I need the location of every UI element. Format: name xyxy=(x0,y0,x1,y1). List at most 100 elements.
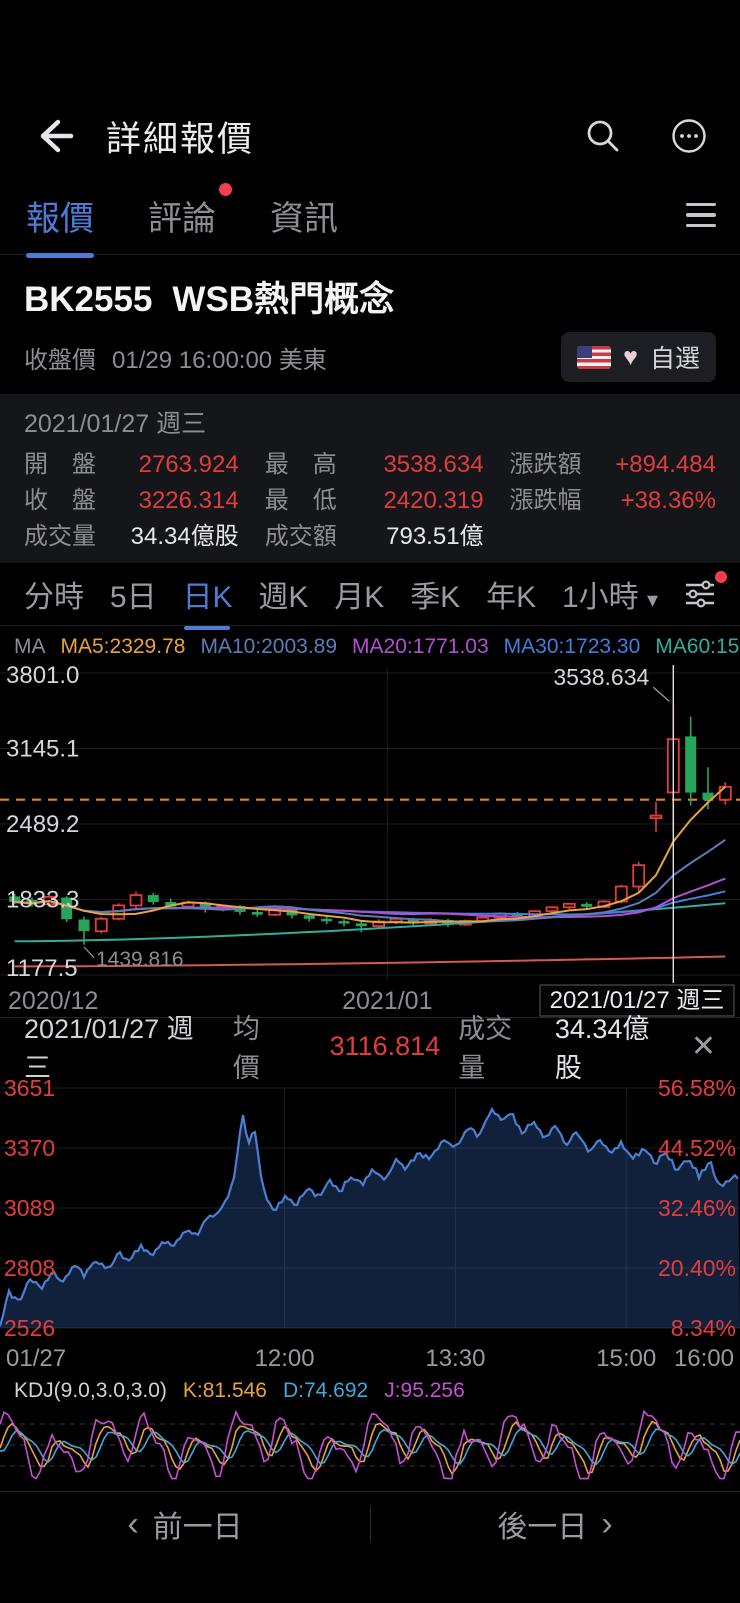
day-nav-bar: ‹ 前一日 後一日 › xyxy=(0,1491,740,1556)
svg-text:16:00: 16:00 xyxy=(674,1345,734,1372)
add-watchlist-button[interactable]: ♥ 自選 xyxy=(561,332,716,382)
tab-quote[interactable]: 報價 xyxy=(24,187,96,258)
svg-text:20.40%: 20.40% xyxy=(658,1255,736,1281)
ma60-value: MA60:1530.72 xyxy=(655,635,740,658)
indicator-settings-button[interactable] xyxy=(682,571,727,610)
comments-badge-dot xyxy=(219,182,232,196)
quote-cell-open: 開 盤 2763.924 xyxy=(24,451,239,478)
candlestick-chart[interactable]: 3538.634 1439.816 3801.0 3145.1 2489.2 1833.3… xyxy=(0,659,740,1017)
page-title: 詳細報價 xyxy=(106,119,255,159)
stock-title-row: BK2555 WSB熱門概念 xyxy=(0,255,740,322)
period-daily-k[interactable]: 日K xyxy=(180,566,234,630)
kdj-j-value: J:95.256 xyxy=(384,1379,465,1402)
tab-comments-label: 評論 xyxy=(148,199,216,238)
svg-text:2489.2: 2489.2 xyxy=(6,811,79,838)
ma30-value: MA30:1723.30 xyxy=(503,635,641,658)
svg-text:3370: 3370 xyxy=(4,1135,55,1161)
close-icon[interactable]: ✕ xyxy=(690,1029,716,1063)
back-button[interactable] xyxy=(30,113,76,159)
tab-news[interactable]: 資訊 xyxy=(268,187,340,244)
svg-text:3538.634: 3538.634 xyxy=(553,664,649,690)
svg-text:2526: 2526 xyxy=(4,1315,55,1341)
quote-cell-volume: 成交量 34.34億股 xyxy=(24,523,239,550)
chart-period-bar: 分時 5日 日K 週K 月K 季K 年K 1小時 ▾ xyxy=(0,563,740,630)
ma10-value: MA10:2003.89 xyxy=(200,635,338,658)
period-quarterly-k[interactable]: 季K xyxy=(410,581,461,614)
svg-text:2021/01: 2021/01 xyxy=(342,987,432,1015)
kdj-name: KDJ(9.0,3.0,3.0) xyxy=(14,1379,167,1402)
status-bar-space xyxy=(0,0,740,96)
ma-prefix: MA xyxy=(14,635,46,658)
avg-price-label: 均 價 xyxy=(232,1014,287,1083)
menu-list-icon[interactable] xyxy=(686,202,716,228)
quote-cell-low: 最 低 2420.319 xyxy=(264,487,484,514)
us-flag-icon xyxy=(577,345,612,369)
next-day-label: 後一日 xyxy=(497,1511,588,1544)
chevron-right-icon: › xyxy=(601,1505,613,1543)
kdj-d-value: D:74.692 xyxy=(282,1379,369,1402)
back-arrow-icon xyxy=(40,119,74,153)
volume-label: 成交量 xyxy=(458,1014,513,1083)
heart-icon: ♥ xyxy=(623,342,638,371)
svg-text:32.46%: 32.46% xyxy=(658,1195,736,1221)
svg-text:1177.5: 1177.5 xyxy=(6,955,78,982)
quote-info-panel: 2021/01/27 週三 開 盤 2763.924 最 高 3538.634 漲跌… xyxy=(0,394,740,563)
kdj-chart[interactable] xyxy=(0,1405,740,1485)
intraday-chart[interactable]: 3651 3370 3089 2808 2526 56.58% 44.52% 32.46% 20… xyxy=(0,1074,740,1374)
ma-legend-bar: MA MA5:2329.78 MA10:2003.89 MA20:1771.03… xyxy=(0,626,740,659)
svg-text:44.52%: 44.52% xyxy=(658,1135,736,1161)
chevron-left-icon: ‹ xyxy=(127,1505,139,1543)
search-button[interactable] xyxy=(582,115,624,157)
watchlist-label: 自選 xyxy=(649,345,700,373)
next-day-button[interactable]: 後一日 › xyxy=(370,1492,740,1556)
svg-text:2020/12: 2020/12 xyxy=(8,987,98,1015)
nav-divider xyxy=(370,1506,371,1542)
quote-cell-change: 漲跌額 +894.484 xyxy=(509,451,716,478)
indicator-settings-icon xyxy=(685,580,714,608)
kdj-k-value: K:81.546 xyxy=(182,1379,267,1402)
stock-code: BK2555 xyxy=(24,280,153,319)
prev-day-button[interactable]: ‹ 前一日 xyxy=(0,1492,370,1556)
price-type-label: 收盤價 xyxy=(24,346,96,374)
kdj-legend-bar: KDJ(9.0,3.0,3.0) K:81.546 D:74.692 J:95.… xyxy=(0,1374,740,1405)
period-monthly-k[interactable]: 月K xyxy=(334,581,385,614)
minute-detail-header: 2021/01/27 週三 均 價 3116.814 成交量 34.34億股 ✕ xyxy=(0,1014,740,1083)
svg-text:3089: 3089 xyxy=(4,1195,55,1221)
more-button[interactable] xyxy=(668,115,710,157)
stock-sub-row: 收盤價 01/29 16:00:00 美東 ♥ 自選 xyxy=(0,322,740,394)
svg-text:1833.3: 1833.3 xyxy=(6,887,79,914)
period-yearly-k[interactable]: 年K xyxy=(486,581,537,614)
period-5day[interactable]: 5日 xyxy=(109,581,157,614)
stock-name: WSB熱門概念 xyxy=(172,280,395,319)
period-1hour-dropdown[interactable]: 1小時 ▾ xyxy=(560,566,660,622)
period-intraday[interactable]: 分時 xyxy=(24,581,84,614)
ma20-value: MA20:1771.03 xyxy=(352,635,489,658)
svg-text:12:00: 12:00 xyxy=(255,1345,315,1372)
top-tab-bar: 報價 評論 資訊 xyxy=(0,176,740,258)
svg-text:15:00: 15:00 xyxy=(596,1345,656,1372)
minute-date: 2021/01/27 週三 xyxy=(24,1014,194,1083)
svg-text:2021/01/27 週三: 2021/01/27 週三 xyxy=(550,987,725,1014)
period-1hour-label: 1小時 xyxy=(562,581,639,614)
quote-cell-close: 收 盤 3226.314 xyxy=(24,487,239,514)
svg-text:2808: 2808 xyxy=(4,1255,55,1281)
volume-value: 34.34億股 xyxy=(554,1014,650,1083)
svg-text:3651: 3651 xyxy=(4,1075,55,1101)
tab-news-label: 資訊 xyxy=(270,199,338,238)
more-ellipsis-icon xyxy=(672,119,706,153)
quote-date: 2021/01/27 週三 xyxy=(24,410,207,438)
ma5-value: MA5:2329.78 xyxy=(60,635,186,658)
avg-price-value: 3116.814 xyxy=(329,1030,441,1061)
chevron-down-icon: ▾ xyxy=(647,587,659,612)
app-header: 詳細報價 xyxy=(0,96,740,176)
search-icon xyxy=(587,120,619,152)
svg-text:13:30: 13:30 xyxy=(425,1345,485,1372)
indicator-badge-dot xyxy=(714,571,727,583)
quote-cell-change-pct: 漲跌幅 +38.36% xyxy=(509,487,716,514)
tab-comments[interactable]: 評論 xyxy=(146,182,232,244)
quote-cell-high: 最 高 3538.634 xyxy=(264,451,484,478)
tab-quote-label: 報價 xyxy=(26,199,94,238)
svg-text:3801.0: 3801.0 xyxy=(6,662,79,689)
svg-text:3145.1: 3145.1 xyxy=(6,736,79,763)
period-weekly-k[interactable]: 週K xyxy=(258,581,309,614)
